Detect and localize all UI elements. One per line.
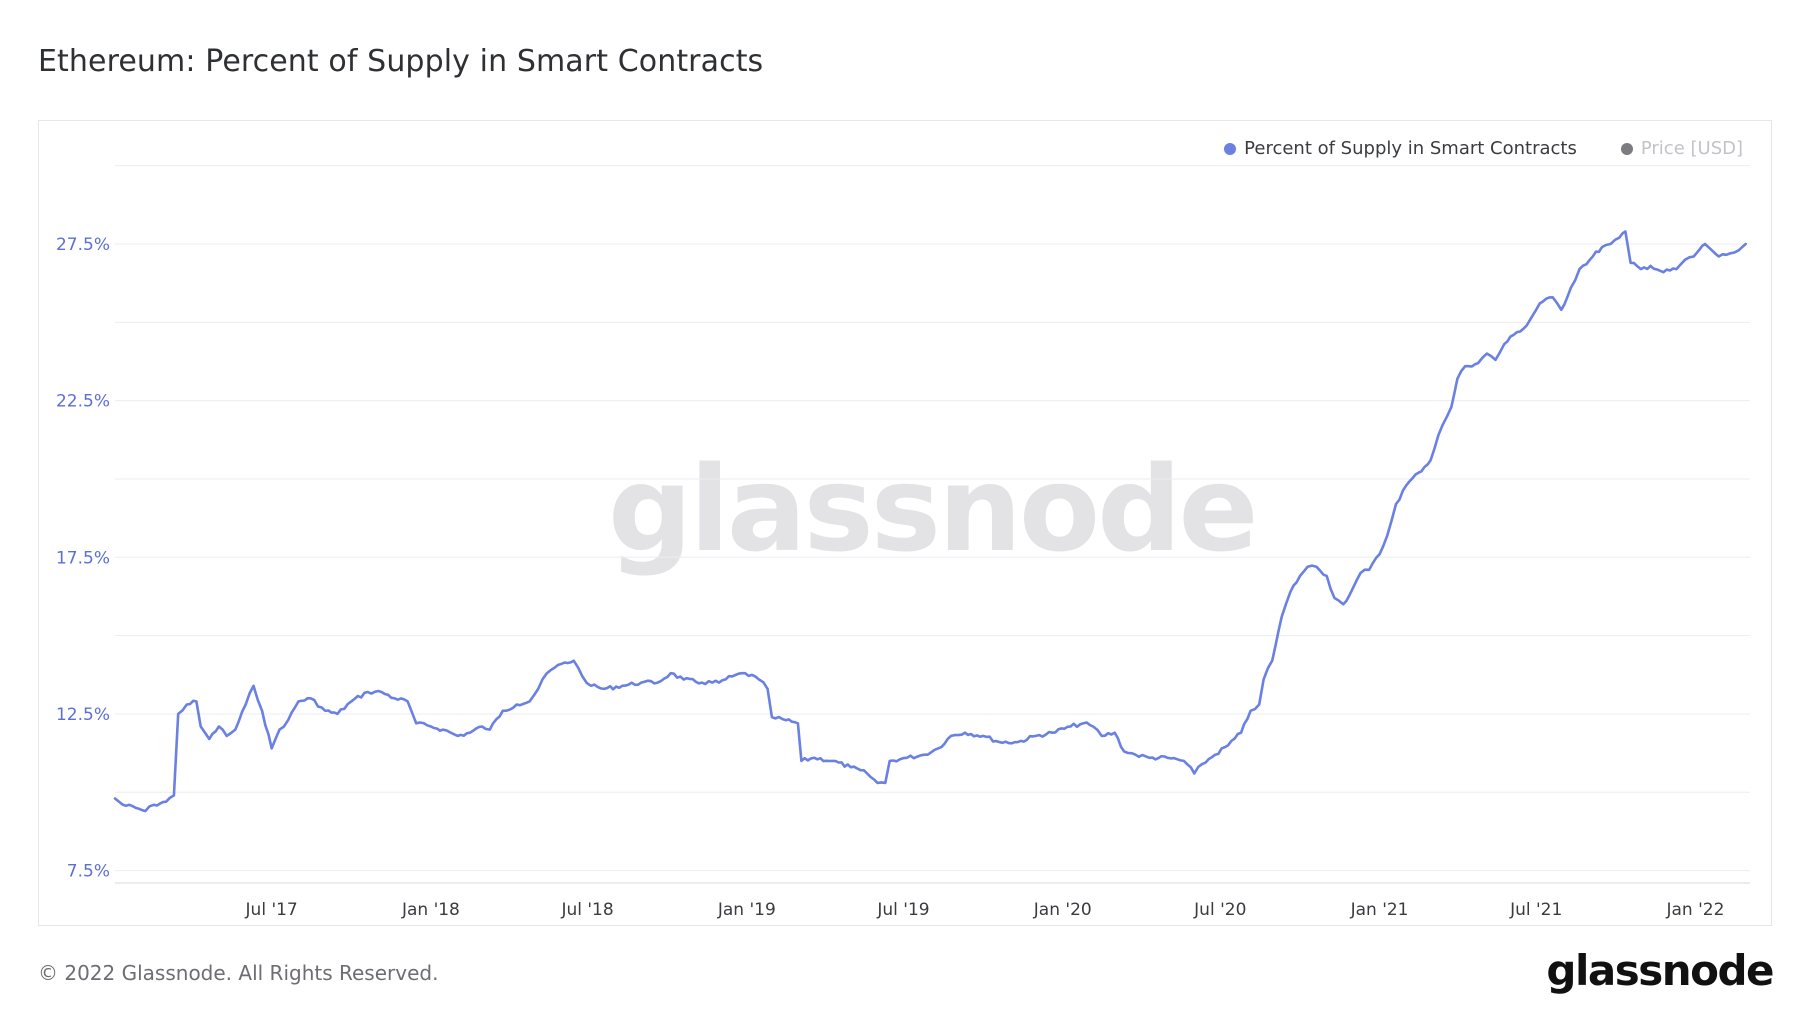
- legend-dot-supply-icon: [1224, 142, 1237, 155]
- x-tick-label: Jan '22: [1666, 900, 1725, 920]
- x-tick-label: Jul '20: [1193, 900, 1246, 920]
- y-tick-label: 27.5%: [56, 235, 110, 255]
- copyright-footer: © 2022 Glassnode. All Rights Reserved.: [38, 961, 439, 985]
- y-tick-label: 17.5%: [56, 548, 110, 568]
- y-tick-label: 7.5%: [67, 862, 110, 882]
- watermark: glassnode: [608, 440, 1259, 578]
- x-tick-label: Jan '19: [717, 900, 776, 920]
- legend-item-price[interactable]: Price [USD]: [1620, 138, 1743, 159]
- chart-title: Ethereum: Percent of Supply in Smart Con…: [38, 44, 764, 79]
- x-tick-label: Jan '21: [1350, 900, 1409, 920]
- chart-legend: Percent of Supply in Smart Contracts Pri…: [1224, 138, 1743, 159]
- y-tick-label: 12.5%: [56, 705, 110, 725]
- x-tick-label: Jul '19: [876, 900, 929, 920]
- series-line-supply: [113, 230, 1747, 813]
- glassnode-logo[interactable]: glassnode: [1546, 946, 1774, 995]
- x-axis-ticks: Jul '17 Jan '18 Jul '18 Jan '19 Jul '19 Jan '…: [245, 900, 1725, 920]
- x-tick-label: Jul '18: [560, 900, 613, 920]
- y-tick-label: 22.5%: [56, 392, 110, 412]
- x-tick-label: Jul '17: [245, 900, 298, 920]
- legend-dot-price-icon: [1620, 142, 1633, 155]
- x-tick-label: Jan '18: [401, 900, 460, 920]
- legend-item-supply[interactable]: Percent of Supply in Smart Contracts: [1224, 138, 1577, 159]
- chart-frame: [38, 120, 1772, 926]
- x-tick-label: Jul '21: [1509, 900, 1562, 920]
- y-axis-ticks: 7.5% 12.5% 17.5% 22.5% 27.5%: [56, 235, 110, 882]
- legend-label-supply: Percent of Supply in Smart Contracts: [1244, 138, 1577, 159]
- legend-label-price: Price [USD]: [1640, 138, 1743, 159]
- grid-lines: [115, 165, 1750, 884]
- x-tick-label: Jan '20: [1033, 900, 1092, 920]
